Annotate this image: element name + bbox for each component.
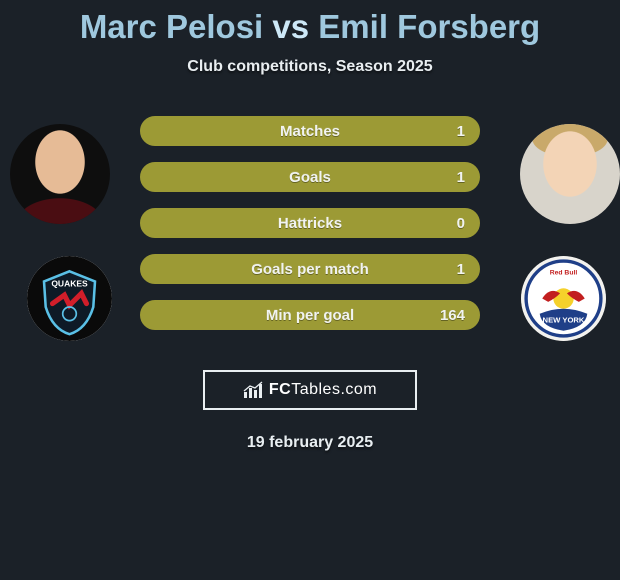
page-title: Marc Pelosi vs Emil Forsberg	[0, 0, 620, 46]
svg-text:QUAKES: QUAKES	[51, 279, 88, 289]
stat-row: Hattricks0	[140, 208, 480, 238]
player2-club-badge: NEW YORK Red Bull	[521, 256, 606, 341]
brand-fc: FC	[269, 381, 291, 398]
subtitle: Club competitions, Season 2025	[0, 58, 620, 76]
title-player2: Emil Forsberg	[318, 8, 540, 45]
stat-value-right: 1	[457, 255, 465, 283]
comparison-panel: QUAKES NEW YORK Red Bull Matches1Goals1H…	[0, 104, 620, 344]
brand-rest: Tables.com	[291, 381, 377, 398]
stat-row: Min per goal164	[140, 300, 480, 330]
brand-text: FCTables.com	[269, 381, 377, 399]
stat-label: Goals per match	[141, 255, 479, 283]
svg-text:Red Bull: Red Bull	[550, 270, 578, 277]
barchart-icon	[243, 381, 265, 399]
quakes-badge-icon: QUAKES	[27, 256, 112, 341]
player1-avatar	[10, 124, 110, 224]
stat-value-right: 164	[440, 301, 465, 329]
stat-value-right: 1	[457, 163, 465, 191]
player2-avatar	[520, 124, 620, 224]
stat-row: Goals per match1	[140, 254, 480, 284]
title-player1: Marc Pelosi	[80, 8, 263, 45]
face-icon	[10, 124, 110, 224]
svg-text:NEW YORK: NEW YORK	[543, 315, 585, 324]
stat-rows: Matches1Goals1Hattricks0Goals per match1…	[140, 116, 480, 346]
stat-value-right: 0	[457, 209, 465, 237]
stat-row: Goals1	[140, 162, 480, 192]
stat-label: Min per goal	[141, 301, 479, 329]
date-text: 19 february 2025	[0, 434, 620, 452]
redbull-badge-icon: NEW YORK Red Bull	[521, 256, 606, 341]
stat-label: Matches	[141, 117, 479, 145]
stat-label: Goals	[141, 163, 479, 191]
stat-value-right: 1	[457, 117, 465, 145]
stat-row: Matches1	[140, 116, 480, 146]
title-vs: vs	[272, 8, 309, 45]
brand-box: FCTables.com	[203, 370, 417, 410]
stat-label: Hattricks	[141, 209, 479, 237]
face-icon	[520, 124, 620, 224]
player1-club-badge: QUAKES	[27, 256, 112, 341]
